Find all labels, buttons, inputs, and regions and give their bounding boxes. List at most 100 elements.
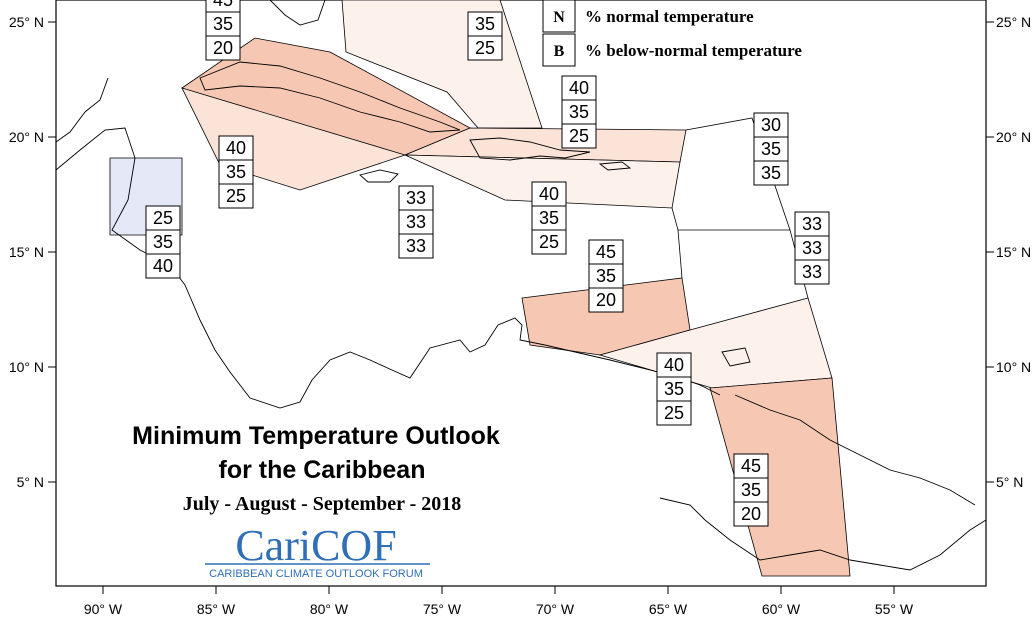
prob-value-below: 20	[213, 38, 233, 58]
prob-cell-above	[733, 453, 769, 479]
prob-box-lesser-antilles-east: 33 33 33	[794, 211, 830, 285]
region-cuba-core	[181, 37, 471, 156]
prob-cell-below	[145, 253, 181, 279]
y-tick-label-left: 20° N	[9, 129, 44, 145]
prob-value-above: 30	[761, 115, 781, 135]
x-tick-label: 80° W	[310, 601, 349, 617]
prob-cell-normal	[588, 263, 624, 289]
x-tick-label: 75° W	[423, 601, 462, 617]
prob-box-guianas: 45 35 20	[733, 453, 769, 527]
region-lines-center	[677, 229, 683, 279]
prob-value-normal: 35	[741, 480, 761, 500]
map-title-line1: Minimum Temperature Outlook	[132, 422, 500, 450]
prob-box-hispaniola: 40 35 25	[561, 75, 597, 149]
prob-cell-normal	[561, 99, 597, 125]
prob-cell-normal	[733, 477, 769, 503]
legend: N % normal temperature B % below-normal …	[542, 0, 802, 67]
prob-box-puerto-rico: 40 35 25	[531, 181, 567, 255]
prob-box-abc-islands: 45 35 20	[588, 239, 624, 313]
prob-cell-below	[656, 400, 692, 426]
coast-south-america	[659, 497, 987, 571]
prob-value-above: 45	[741, 456, 761, 476]
coast-jamaica	[359, 169, 399, 183]
prob-cell-below	[531, 229, 567, 255]
prob-cell-normal	[205, 11, 241, 37]
x-tick-label: 65° W	[649, 601, 688, 617]
x-tick-label: 90° W	[84, 601, 123, 617]
prob-value-below: 20	[596, 290, 616, 310]
legend-b-key: B	[554, 43, 565, 60]
coastlines	[55, 0, 987, 571]
prob-cell-below	[205, 35, 241, 61]
prob-cell-below	[733, 501, 769, 527]
prob-value-below: 25	[539, 232, 559, 252]
prob-cell-above	[794, 211, 830, 237]
prob-cell-below	[561, 123, 597, 149]
prob-value-normal: 35	[569, 102, 589, 122]
prob-cell-above	[656, 352, 692, 378]
prob-cell-below	[794, 259, 830, 285]
y-tick-label-right: 5° N	[996, 474, 1023, 490]
legend-n-box	[542, 0, 576, 33]
coast-central-america	[55, 127, 721, 409]
prob-box-jamaica: 33 33 33	[398, 185, 434, 259]
prob-value-above: 40	[664, 355, 684, 375]
y-tick-label-left: 15° N	[9, 244, 44, 260]
x-axis: 90° W 85° W 80° W 75° W 70° W 65° W 60° W 55° W	[84, 586, 914, 617]
prob-cell-below	[398, 233, 434, 259]
prob-box-cuba: 40 35 25	[218, 135, 254, 209]
coast-guianas	[734, 394, 976, 506]
prob-cell-normal	[218, 159, 254, 185]
prob-value-below: 25	[226, 186, 246, 206]
logo-name: CariCOF	[235, 521, 396, 570]
prob-cell-normal	[145, 229, 181, 255]
prob-cell-above	[588, 239, 624, 265]
prob-cell-below	[588, 287, 624, 313]
legend-b-label: % below-normal temperature	[585, 41, 802, 60]
prob-box-trinidad: 40 35 25	[656, 352, 692, 426]
y-tick-label-right: 25° N	[996, 14, 1031, 30]
prob-cell-normal	[794, 235, 830, 261]
prob-box-belize: 25 35 40	[145, 205, 181, 279]
prob-value-below: 35	[761, 163, 781, 183]
prob-value-above: 40	[226, 138, 246, 158]
prob-value-normal: 35	[596, 266, 616, 286]
coast-gulf	[55, 77, 109, 143]
coast-hispaniola	[469, 137, 591, 161]
prob-value-above: 33	[802, 214, 822, 234]
probability-boxes: 4535203525403525403525303535253540333333…	[145, 0, 830, 527]
prob-cell-below	[218, 183, 254, 209]
coast-trinidad	[721, 347, 751, 367]
prob-value-above: 45	[596, 242, 616, 262]
x-tick-label: 60° W	[762, 601, 801, 617]
prob-value-normal: 35	[539, 208, 559, 228]
x-tick-label: 55° W	[875, 601, 914, 617]
prob-value-normal: 35	[475, 14, 495, 34]
prob-value-above: 33	[406, 188, 426, 208]
prob-value-above: 40	[569, 78, 589, 98]
prob-value-above: 40	[539, 184, 559, 204]
prob-cell-below	[753, 160, 789, 186]
y-tick-label-left: 5° N	[17, 474, 44, 490]
prob-cell-below	[467, 35, 503, 61]
legend-n-key: N	[553, 9, 565, 26]
coast-puerto-rico	[598, 161, 632, 171]
prob-value-normal: 35	[226, 162, 246, 182]
prob-value-normal: 35	[761, 139, 781, 159]
map-subtitle: July - August - September - 2018	[183, 493, 462, 515]
y-tick-label-left: 25° N	[9, 14, 44, 30]
prob-cell-normal	[531, 205, 567, 231]
legend-n-label: % normal temperature	[585, 7, 754, 26]
prob-box-lesser-antilles-north: 30 35 35	[753, 112, 789, 186]
prob-cell-normal	[656, 376, 692, 402]
prob-value-below: 33	[406, 236, 426, 256]
prob-value-normal: 35	[664, 379, 684, 399]
y-axis-left: 25° N 20° N 15° N 10° N 5° N	[9, 14, 56, 490]
x-tick-label: 85° W	[197, 601, 236, 617]
prob-value-normal: 35	[213, 14, 233, 34]
map-title-line2: for the Caribbean	[219, 456, 426, 484]
prob-cell-above	[531, 181, 567, 207]
prob-box-bahamas-north: 45 35 20	[205, 0, 241, 61]
prob-value-above: 45	[213, 0, 233, 10]
